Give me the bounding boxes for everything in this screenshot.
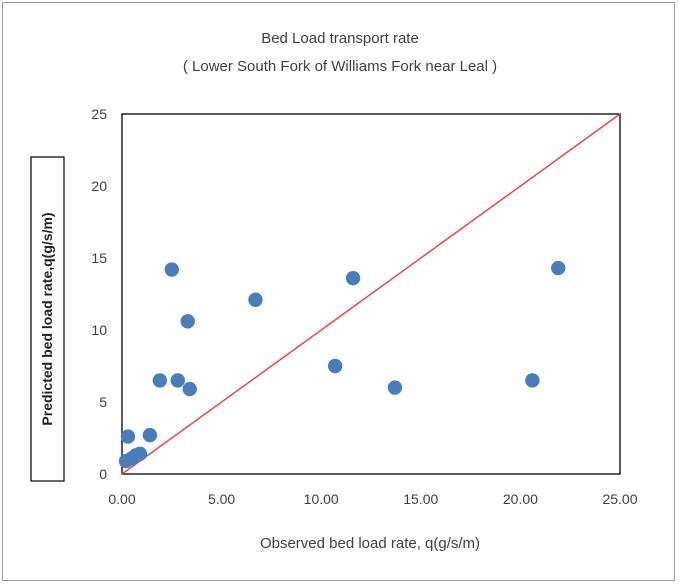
x-tick-label: 25.00 <box>602 491 637 507</box>
x-tick-label: 5.00 <box>208 491 235 507</box>
reference-line-layer <box>121 113 621 475</box>
x-tick-label: 15.00 <box>403 491 438 507</box>
x-tick-label: 0.00 <box>108 491 135 507</box>
data-point <box>152 373 168 388</box>
y-tick-label: 5 <box>99 394 107 410</box>
data-point <box>345 270 361 286</box>
data-point <box>248 292 263 307</box>
data-point <box>170 373 185 388</box>
y-tick-label: 20 <box>91 178 107 194</box>
data-point <box>142 427 158 443</box>
axes <box>121 113 621 475</box>
data-point <box>387 380 403 395</box>
x-tick-label: 20.00 <box>503 491 538 507</box>
data-point <box>551 260 566 276</box>
y-tick-label: 15 <box>91 250 107 266</box>
x-axis-label: Observed bed load rate, q(g/s/m) <box>260 535 480 552</box>
y-tick-label: 25 <box>91 106 107 122</box>
y-axis-label-box <box>30 156 65 482</box>
y-tick-label: 0 <box>99 466 107 482</box>
data-point <box>120 429 136 444</box>
data-points <box>118 260 566 469</box>
data-point <box>164 262 179 277</box>
data-point <box>132 446 148 462</box>
chart-title: Bed Load transport rate <box>261 30 419 47</box>
y-tick-label: 10 <box>91 322 107 338</box>
x-tick-label: 10.00 <box>304 491 339 507</box>
reference-line <box>121 113 621 475</box>
y-axis-label: Predicted bed load rate,q(g/s/m) <box>39 212 55 425</box>
data-point <box>180 314 195 329</box>
data-point <box>327 358 343 374</box>
data-point <box>182 381 197 397</box>
plot-area-border <box>121 113 621 475</box>
tick-labels: 0.00 5.00 10.00 15.00 20.00 25.00 0 5 10 15 20 25 <box>91 106 637 507</box>
chart-subtitle: ( Lower South Fork of Williams Fork near… <box>183 58 497 75</box>
data-point <box>525 373 540 388</box>
